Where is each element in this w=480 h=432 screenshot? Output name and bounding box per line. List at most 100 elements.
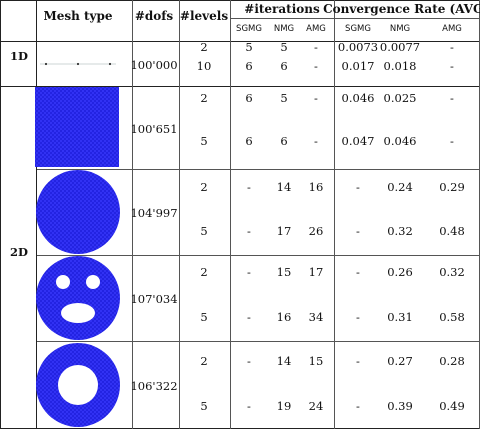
dofs-value: 100'651	[130, 121, 178, 136]
cell-value: 15	[308, 354, 324, 368]
cell-value: 6	[280, 134, 288, 148]
rule-group-4	[36, 341, 480, 342]
cell-value: 5	[280, 40, 288, 54]
cell-value: 0.49	[439, 399, 465, 413]
cell-value: 6	[245, 59, 253, 73]
mesh-annulus-hole	[58, 364, 98, 405]
cell-value: 14	[276, 354, 292, 368]
cell-value: -	[356, 354, 360, 368]
rule-group-3	[36, 255, 480, 256]
mesh-disk	[36, 170, 120, 254]
cell-value: 0.025	[383, 91, 417, 105]
rule-top	[0, 0, 480, 1]
cell-value: 16	[308, 180, 324, 194]
cell-value: 34	[308, 310, 324, 324]
cell-value: 0.28	[439, 354, 465, 368]
mesh-node	[108, 62, 112, 65]
cell-value: -	[247, 180, 251, 194]
cell-value: -	[247, 265, 251, 279]
mesh-face-mouth	[61, 303, 95, 323]
mesh-square-shape	[35, 86, 119, 167]
cell-value: 19	[276, 399, 292, 413]
cell-value: 0.24	[387, 180, 413, 194]
dofs-value: 104'997	[130, 206, 178, 220]
cell-value: -	[356, 310, 360, 324]
levels-value: 10	[196, 59, 212, 73]
header-dofs: #dofs	[134, 9, 174, 23]
cell-value: -	[314, 134, 318, 148]
cell-value: 0.26	[387, 265, 413, 279]
mesh-face-eye-left	[56, 275, 70, 289]
cell-value: -	[356, 399, 360, 413]
cell-value: 0.047	[341, 134, 375, 148]
cell-value: 0.31	[387, 310, 413, 324]
col-divider-left	[0, 0, 1, 429]
cell-value: 16	[276, 310, 292, 324]
cell-value: 0.046	[341, 91, 375, 105]
mesh-annulus	[36, 342, 120, 427]
col-divider-1	[132, 0, 133, 429]
cell-value: 6	[280, 59, 288, 73]
cell-value: 0.27	[387, 354, 413, 368]
dofs-value: 100'000	[130, 57, 178, 72]
cell-value: 0.0073	[337, 40, 379, 54]
cell-value: 0.0077	[379, 40, 421, 54]
cell-value: 0.018	[383, 59, 417, 73]
cell-value: -	[247, 354, 251, 368]
cell-value: 5	[280, 91, 288, 105]
subheader-5: AMG	[442, 24, 462, 34]
cell-value: 17	[308, 265, 324, 279]
cell-value: 0.32	[387, 224, 413, 238]
cell-value: -	[450, 134, 454, 148]
cell-value: -	[450, 59, 454, 73]
rule-subheader	[231, 18, 479, 19]
rule-bottom	[0, 428, 480, 429]
dofs-value: 107'034	[130, 292, 178, 306]
levels-value: 2	[200, 180, 208, 194]
cell-value: -	[247, 224, 251, 238]
cell-value: 6	[245, 91, 253, 105]
levels-value: 5	[200, 399, 208, 413]
cell-value: 6	[245, 134, 253, 148]
subheader-2: AMG	[306, 24, 326, 34]
levels-value: 2	[200, 265, 208, 279]
mesh-square	[35, 86, 119, 167]
cell-value: -	[450, 40, 454, 54]
cell-value: -	[356, 224, 360, 238]
levels-value: 2	[200, 354, 208, 368]
cell-value: -	[247, 310, 251, 324]
levels-value: 5	[200, 224, 208, 238]
header-convergence: Convergence Rate (AVG)	[323, 2, 480, 16]
col-divider-4	[334, 0, 335, 429]
cell-value: -	[450, 91, 454, 105]
header-mesh-type: Mesh type	[43, 9, 113, 23]
dim-label-1d: 1D	[10, 49, 28, 63]
mesh-face-eye-right	[86, 275, 100, 289]
cell-value: 14	[276, 180, 292, 194]
dofs-value: 106'322	[130, 378, 178, 393]
header-levels: #levels	[179, 9, 229, 23]
mesh-face	[36, 256, 120, 340]
cell-value: -	[247, 399, 251, 413]
cell-value: -	[314, 59, 318, 73]
mesh-node	[76, 62, 80, 65]
cell-value: 0.58	[439, 310, 465, 324]
subheader-1: NMG	[273, 24, 295, 34]
cell-value: 0.046	[383, 134, 417, 148]
cell-value: 24	[308, 399, 324, 413]
cell-value: 17	[276, 224, 292, 238]
col-divider-2	[179, 0, 180, 429]
rule-group-2	[36, 169, 480, 170]
cell-value: -	[356, 265, 360, 279]
header-iterations: #iterations	[244, 2, 320, 16]
levels-value: 5	[200, 310, 208, 324]
cell-value: 0.29	[439, 180, 465, 194]
rule-header	[0, 41, 480, 42]
subheader-4: NMG	[389, 24, 411, 34]
levels-value: 2	[200, 91, 208, 105]
cell-value: 0.017	[341, 59, 375, 73]
mesh-disk-shape	[36, 170, 120, 254]
cell-value: 0.48	[439, 224, 465, 238]
cell-value: 15	[276, 265, 292, 279]
col-divider-3	[230, 0, 231, 429]
